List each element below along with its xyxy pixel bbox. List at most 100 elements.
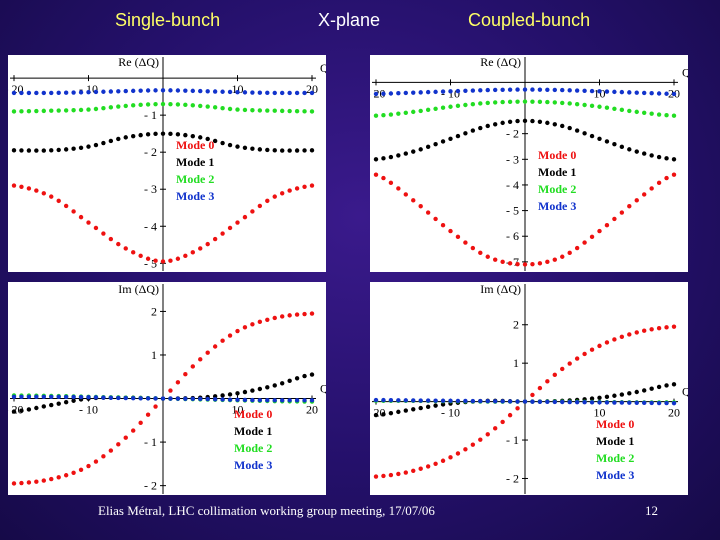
mode0-point (220, 231, 225, 236)
mode0-point (612, 216, 617, 222)
mode3-point (411, 90, 416, 95)
mode2-point (168, 101, 173, 107)
mode3-point (388, 397, 394, 403)
mode1-point (433, 403, 438, 408)
y-tick-label: - 2 (506, 127, 519, 141)
single-bunch-imag-chart: - 20 - 10 10 20 2 1 - 1 - 2 Im (ΔQ) Q' Mode 0 Mode … (8, 282, 326, 494)
mode2-point (604, 105, 610, 110)
mode1-point (19, 148, 24, 153)
mode3-point (160, 88, 166, 93)
legend-entry: Mode 1 (234, 424, 272, 438)
mode0-point (138, 253, 143, 259)
mode0-point (552, 257, 557, 262)
mode0-point (418, 204, 423, 209)
mode2-point (175, 102, 181, 107)
mode0-point (56, 198, 61, 204)
mode1-point (250, 388, 255, 393)
mode1-point (627, 391, 632, 396)
mode1-point (183, 132, 188, 138)
mode3-point (11, 394, 17, 399)
mode1-point (418, 147, 423, 152)
x-tick-label: 20 (306, 403, 318, 417)
x-axis-label: Q' (682, 65, 688, 79)
mode3-point (552, 87, 557, 93)
mode3-point (448, 398, 453, 404)
mode1-point (287, 148, 292, 153)
mode3-point (116, 89, 121, 94)
y-tick-label: - 4 (144, 219, 157, 233)
mode0-point (411, 468, 416, 473)
mode0-point (257, 319, 263, 325)
mode1-point (604, 139, 610, 144)
mode3-point (582, 400, 587, 405)
mode3-point (34, 394, 39, 399)
mode0-point (145, 412, 151, 417)
mode3-point (515, 87, 520, 92)
mode1-point (411, 149, 416, 154)
mode1-point (302, 148, 307, 153)
mode1-point (49, 148, 54, 153)
mode1-point (265, 385, 270, 390)
mode1-point (463, 131, 468, 136)
mode0-point (302, 184, 307, 189)
mode3-point (153, 396, 158, 401)
y-tick-label: 2 (513, 318, 519, 332)
mode0-point (500, 259, 505, 265)
mode0-point (198, 357, 203, 362)
mode3-point (537, 87, 543, 92)
mode0-point (175, 256, 181, 261)
y-tick-label: 2 (151, 304, 157, 318)
legend-entry: Mode 3 (538, 199, 576, 213)
mode3-point (649, 91, 654, 96)
x-tick-label: - 20 (370, 406, 386, 420)
mode1-point (153, 131, 158, 137)
mode0-point (388, 180, 394, 186)
mode3-point (493, 87, 498, 93)
mode0-point (507, 412, 513, 418)
mode1-point (642, 388, 647, 393)
mode3-point (49, 394, 54, 399)
x-axis-label: Q' (320, 61, 326, 75)
mode0-point (403, 470, 408, 475)
mode3-point (388, 91, 394, 96)
mode1-point (552, 122, 557, 127)
mode0-point (205, 350, 210, 355)
y-axis-label: Re (ΔQ) (480, 55, 521, 69)
mode0-point (71, 470, 76, 475)
mode3-point (26, 90, 32, 96)
mode0-point (604, 340, 610, 345)
mode0-point (664, 175, 669, 181)
mode2-point (500, 99, 505, 105)
mode3-point (294, 398, 300, 403)
mode3-point (265, 398, 270, 403)
mode3-point (287, 398, 292, 403)
mode0-point (131, 250, 136, 255)
mode2-point (388, 112, 394, 117)
mode0-point (265, 317, 270, 322)
mode0-point (604, 222, 610, 228)
mode0-point (123, 246, 128, 251)
mode3-point (656, 91, 662, 96)
mode1-point (93, 142, 99, 148)
mode0-point (396, 186, 401, 191)
mode0-point (63, 473, 69, 478)
mode1-point (634, 389, 639, 395)
mode3-point (612, 89, 617, 95)
mode0-point (545, 259, 550, 265)
mode3-point (463, 88, 468, 94)
mode0-point (168, 388, 173, 393)
mode3-point (49, 90, 54, 96)
mode3-point (175, 396, 181, 401)
mode3-point (63, 90, 69, 95)
mode3-point (403, 90, 408, 96)
x-tick-label: 20 (306, 82, 318, 96)
mode1-point (131, 133, 136, 139)
mode3-point (381, 91, 386, 96)
mode1-point (19, 408, 24, 413)
mode1-point (664, 156, 669, 161)
mode3-point (455, 398, 461, 404)
mode3-point (227, 397, 233, 402)
legend-entry: Mode 2 (538, 182, 576, 196)
mode0-point (309, 311, 315, 316)
mode2-point (515, 99, 520, 104)
